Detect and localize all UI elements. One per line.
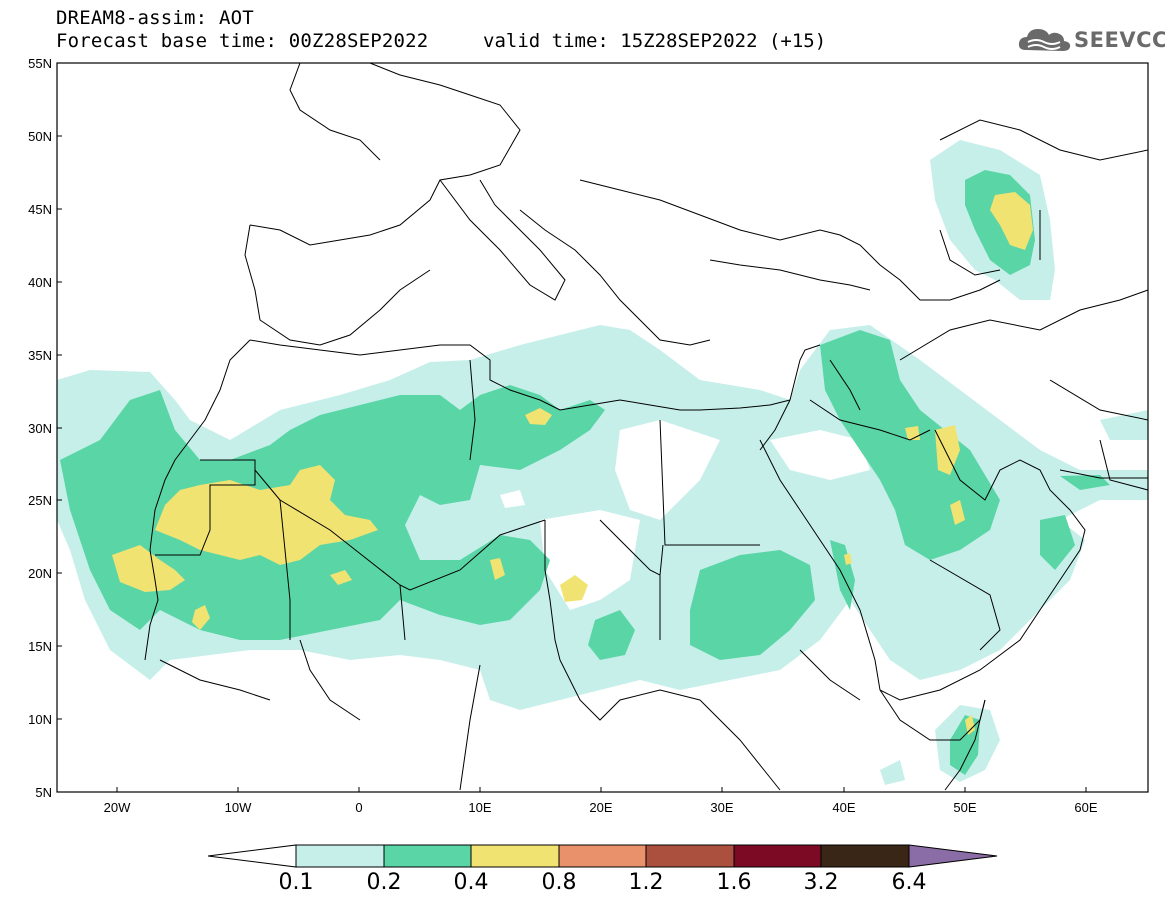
colorbar-swatch <box>733 844 822 868</box>
lon-label: 10E <box>468 800 491 815</box>
colorbar-swatch <box>295 844 385 868</box>
lat-label: 55N <box>28 56 52 71</box>
colorbar-swatch <box>383 844 472 868</box>
aot-field <box>57 140 1148 785</box>
lat-label: 25N <box>28 493 52 508</box>
lat-label: 40N <box>28 275 52 290</box>
lon-label: 40E <box>832 800 855 815</box>
lat-label: 15N <box>28 639 52 654</box>
lon-label: 0 <box>355 800 362 815</box>
map-title: DREAM8-assim: AOT <box>56 7 254 29</box>
lat-label: 45N <box>28 202 52 217</box>
valid-time: valid time: 15Z28SEP2022 (+15) <box>483 30 827 52</box>
lat-label: 30N <box>28 421 52 436</box>
colorbar <box>207 844 998 868</box>
axis-ticks <box>57 62 1087 793</box>
lat-label: 20N <box>28 566 52 581</box>
colorbar-high-arrow <box>908 844 998 868</box>
country-borders <box>144 63 1148 791</box>
longitude-labels: 20W 10W 0 10E 20E 30E 40E 50E 60E <box>104 800 1098 815</box>
lat-label: 50N <box>28 129 52 144</box>
logo-text: SEEVCCC <box>1074 28 1165 52</box>
colorbar-label: 3.2 <box>803 870 839 895</box>
colorbar-label: 0.2 <box>366 870 402 895</box>
lat-label: 35N <box>28 348 52 363</box>
lat-label: 5N <box>35 785 52 800</box>
lon-label: 10W <box>225 800 252 815</box>
colorbar-swatch <box>645 844 735 868</box>
colorbar-swatch <box>470 844 560 868</box>
lat-label: 10N <box>28 712 52 727</box>
lon-label: 30E <box>710 800 733 815</box>
lon-label: 60E <box>1074 800 1097 815</box>
colorbar-label: 1.2 <box>628 870 664 895</box>
lon-label: 50E <box>953 800 976 815</box>
colorbar-swatch <box>558 844 647 868</box>
cloud-icon <box>1018 29 1071 51</box>
latitude-labels: 55N 50N 45N 40N 35N 30N 25N 20N 15N 10N … <box>28 56 52 800</box>
lon-label: 20W <box>104 800 131 815</box>
colorbar-label: 0.1 <box>278 870 314 895</box>
colorbar-label: 0.4 <box>453 870 489 895</box>
colorbar-low-arrow <box>207 844 297 868</box>
colorbar-label: 1.6 <box>716 870 752 895</box>
lon-label: 20E <box>589 800 612 815</box>
colorbar-label: 6.4 <box>891 870 927 895</box>
colorbar-label: 0.8 <box>541 870 577 895</box>
seevccc-logo: SEEVCCC <box>1016 24 1165 58</box>
forecast-base-time: Forecast base time: 00Z28SEP2022 <box>56 30 429 52</box>
colorbar-swatch <box>820 844 910 868</box>
